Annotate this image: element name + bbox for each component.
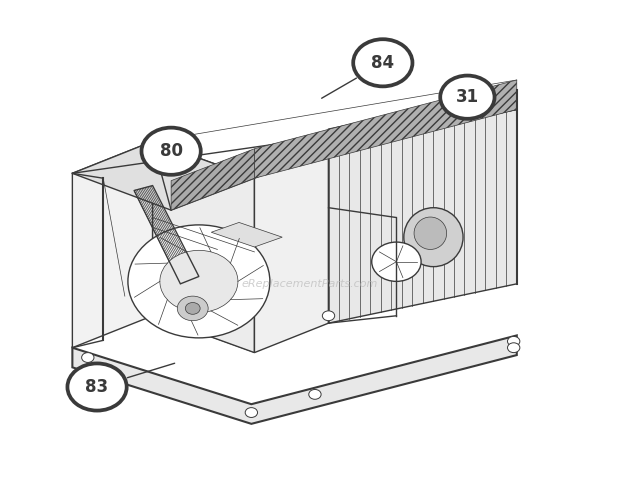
Circle shape bbox=[309, 389, 321, 399]
Circle shape bbox=[322, 311, 335, 321]
Polygon shape bbox=[211, 222, 282, 247]
Circle shape bbox=[508, 343, 520, 353]
Polygon shape bbox=[73, 141, 153, 348]
Text: 83: 83 bbox=[86, 378, 108, 396]
Ellipse shape bbox=[404, 207, 463, 267]
Ellipse shape bbox=[414, 217, 446, 249]
Circle shape bbox=[245, 408, 257, 417]
Polygon shape bbox=[153, 141, 254, 353]
Polygon shape bbox=[329, 110, 516, 323]
Text: 84: 84 bbox=[371, 54, 394, 72]
Circle shape bbox=[68, 364, 126, 411]
Polygon shape bbox=[254, 80, 516, 178]
Circle shape bbox=[160, 250, 238, 313]
Text: eReplacementParts.com: eReplacementParts.com bbox=[242, 279, 378, 289]
Circle shape bbox=[128, 225, 270, 338]
Circle shape bbox=[177, 296, 208, 321]
Circle shape bbox=[82, 353, 94, 363]
Polygon shape bbox=[73, 335, 516, 424]
Text: 80: 80 bbox=[159, 142, 183, 160]
Polygon shape bbox=[171, 149, 254, 210]
Circle shape bbox=[141, 127, 201, 175]
Circle shape bbox=[508, 336, 520, 346]
Circle shape bbox=[353, 39, 412, 86]
Circle shape bbox=[440, 76, 495, 119]
Polygon shape bbox=[153, 210, 254, 353]
Text: 31: 31 bbox=[456, 88, 479, 106]
Polygon shape bbox=[73, 141, 254, 210]
Circle shape bbox=[372, 242, 421, 282]
Polygon shape bbox=[329, 90, 516, 149]
Circle shape bbox=[185, 302, 200, 314]
Polygon shape bbox=[254, 149, 329, 353]
